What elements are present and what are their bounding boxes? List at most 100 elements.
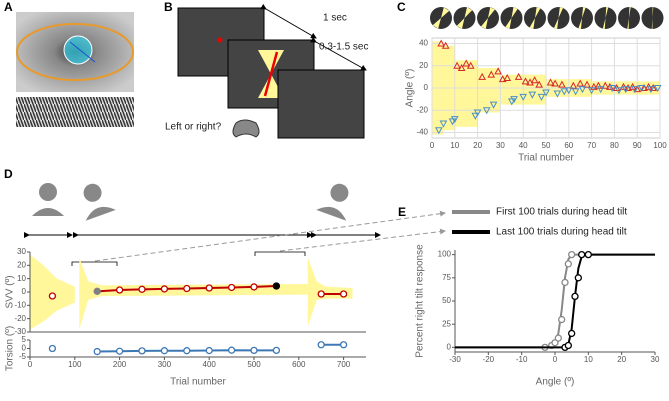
point [653, 85, 662, 93]
point [528, 91, 537, 99]
point [272, 282, 281, 290]
point [574, 274, 582, 282]
point [466, 61, 475, 69]
range-band [307, 257, 353, 327]
point [551, 79, 559, 87]
y-tick-label: 40 [419, 39, 428, 48]
y-axis-label: Angle (º) [405, 69, 416, 108]
x-tick-label: -20 [483, 355, 495, 364]
point [649, 83, 658, 91]
point [605, 82, 614, 90]
duration: 0.3-1.5 sec [319, 42, 368, 53]
task-question: Left or right? [165, 122, 222, 133]
y-tick-label: 5 [22, 335, 27, 344]
point [250, 346, 258, 355]
stimulus-wedge [578, 7, 586, 29]
point [227, 346, 236, 354]
point [93, 287, 101, 295]
task-screens [177, 3, 367, 139]
range-band [30, 254, 75, 330]
x-tick-label: 300 [158, 360, 172, 369]
x-tick-label: 400 [203, 360, 217, 369]
point [450, 116, 459, 124]
point [647, 86, 655, 94]
y-tick-label: 20 [17, 260, 26, 269]
point [578, 250, 586, 259]
y-tick-label: 0 [22, 287, 27, 296]
point [561, 278, 569, 287]
point [568, 329, 576, 338]
point [317, 290, 325, 298]
point [498, 75, 507, 83]
stimulus-disc [524, 7, 546, 29]
point [535, 80, 544, 88]
point [272, 346, 281, 355]
y-tick-label: -5 [19, 352, 27, 361]
point [160, 347, 169, 355]
stimulus-wedge [554, 7, 563, 29]
period-arrows [24, 232, 381, 266]
stimulus-disc [641, 7, 664, 29]
point [205, 346, 213, 355]
point [473, 109, 482, 117]
point [569, 81, 578, 89]
point [542, 89, 550, 97]
x-tick-label: 200 [113, 360, 127, 369]
point [339, 290, 348, 298]
point [553, 90, 562, 98]
stimulus-disc [594, 7, 617, 29]
y-axis-label: SVV (º) [5, 275, 16, 308]
x-tick-label: 100 [68, 360, 82, 369]
x-tick-label: 50 [542, 141, 551, 150]
point [584, 250, 592, 259]
point [583, 80, 591, 88]
point [621, 86, 630, 94]
x-tick-label: 70 [587, 141, 596, 150]
point [482, 107, 491, 115]
y-tick-label: 75 [442, 273, 451, 282]
stimulus-wedge [529, 7, 541, 29]
point [478, 72, 487, 80]
point [115, 347, 124, 355]
x-tick-label: 500 [247, 360, 261, 369]
range-band [79, 257, 308, 330]
point [624, 83, 632, 91]
point [554, 334, 562, 342]
x-tick-label: 0 [430, 141, 435, 150]
point [227, 283, 236, 292]
x-axis-label: Angle (º) [536, 377, 575, 388]
point [519, 93, 528, 101]
point [487, 70, 496, 78]
point [564, 87, 573, 95]
point [48, 344, 57, 353]
point [564, 260, 572, 268]
y-tick-label: -20 [14, 314, 26, 323]
point [489, 101, 498, 109]
y-tick-label: -10 [14, 300, 26, 309]
y-tick-label: 50 [442, 296, 451, 305]
point [514, 72, 523, 80]
point [558, 315, 566, 324]
stimulus-disc [618, 7, 640, 29]
stimulus-disc [571, 7, 593, 29]
stimulus-wedge [505, 7, 518, 29]
duration: 1 sec [323, 13, 347, 24]
point [453, 61, 461, 69]
y-tick-label: 25 [442, 319, 451, 328]
x-tick-label: 40 [519, 141, 528, 150]
point [601, 81, 610, 89]
point [339, 341, 348, 349]
point [571, 88, 580, 96]
stimulus-wedge [481, 7, 495, 29]
panel-label: D [4, 167, 13, 181]
x-tick-label: 10 [584, 355, 593, 364]
stimulus-disc [547, 7, 570, 29]
point [631, 86, 639, 94]
point [558, 80, 566, 88]
point [633, 85, 642, 93]
panel-label: A [4, 0, 13, 14]
point [471, 112, 480, 120]
point [596, 86, 605, 94]
point [494, 67, 502, 75]
y-tick-label: 10 [17, 274, 26, 283]
